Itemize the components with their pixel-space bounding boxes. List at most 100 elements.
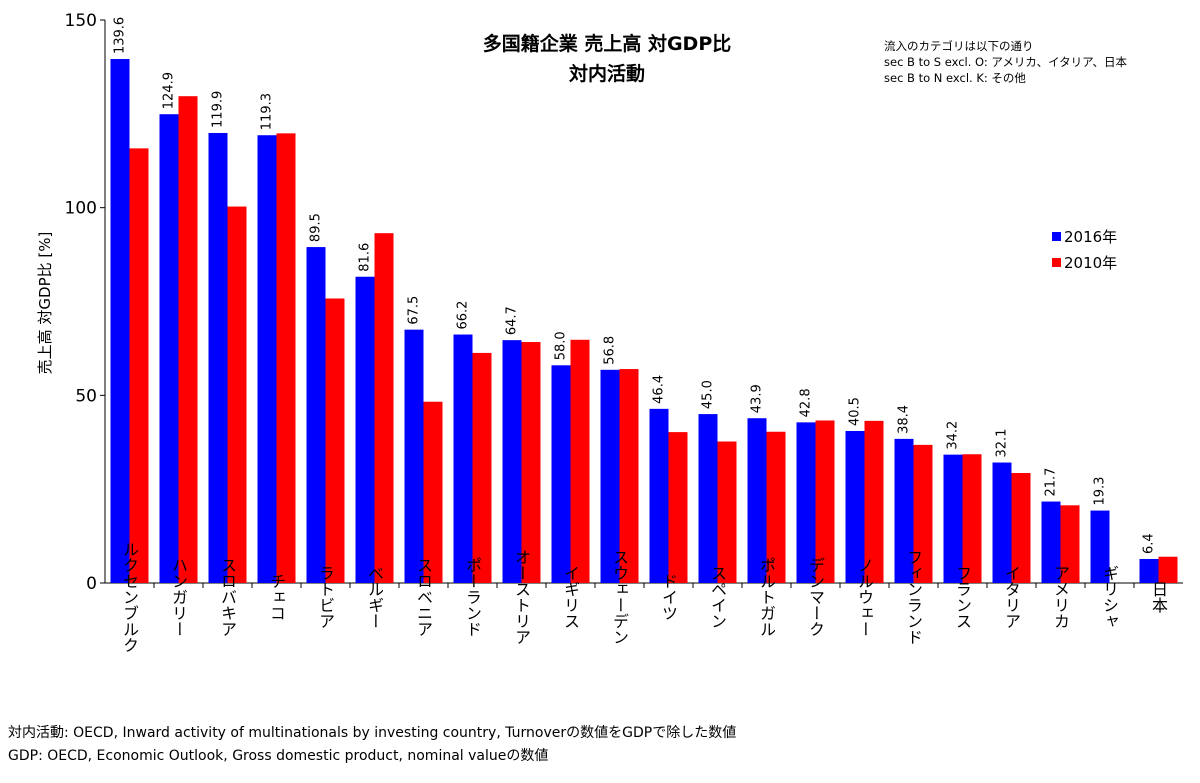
bar-2016 (404, 329, 424, 583)
category-label: フランス (953, 565, 972, 629)
bar-2010 (962, 454, 982, 583)
bar-2016 (502, 340, 522, 583)
bar-2016 (257, 135, 277, 583)
bar-2010 (276, 133, 296, 584)
bar-value-label: 34.2 (946, 421, 961, 450)
bar-2016 (894, 438, 914, 583)
bar-2010 (129, 148, 149, 583)
x-ticks (153, 583, 1135, 588)
bar-value-label: 67.5 (407, 296, 422, 325)
bar-value-label: 19.3 (1093, 477, 1108, 506)
bar-value-label: 119.3 (260, 93, 275, 130)
bar-value-label: 42.8 (799, 388, 814, 417)
category-labels: ルクセンブルク ハンガリー スロバキア チェコ ラトビア ベルギー スロベニア ポーランド オー… (120, 541, 1168, 653)
bar-2016 (1041, 501, 1061, 583)
category-label: ドイツ (659, 573, 678, 621)
bar-value-label: 6.4 (1142, 533, 1157, 554)
category-label: デンマーク (806, 557, 825, 637)
y-tick-label: 100 (65, 199, 97, 219)
bar-2016 (1090, 510, 1110, 583)
category-label: ギリシャ (1100, 565, 1119, 629)
bar-value-label: 38.4 (897, 405, 912, 434)
bar-value-label: 45.0 (701, 380, 716, 409)
bar-2010 (1011, 473, 1031, 583)
category-label: アメリカ (1051, 565, 1070, 629)
bar-2010 (325, 298, 345, 583)
legend-swatch-2016 (1052, 232, 1061, 241)
bar-2016 (992, 462, 1012, 583)
note-line-2: sec B to S excl. O: アメリカ、イタリア、日本 (884, 55, 1128, 69)
bar-2016 (1139, 558, 1159, 583)
bar-2010 (374, 233, 394, 583)
bar-2010 (570, 339, 590, 583)
bar-value-label: 56.8 (603, 336, 618, 365)
bar-value-label: 32.1 (995, 429, 1010, 458)
y-ticks: 0 50 100 150 (65, 11, 105, 594)
y-tick-label: 50 (75, 386, 97, 406)
note-line-1: 流入のカテゴリは以下の通り (884, 39, 1034, 53)
category-label: ハンガリー (169, 557, 188, 637)
category-label: イギリス (561, 565, 580, 629)
bar-2016 (453, 334, 473, 583)
note-line-3: sec B to N excl. K: その他 (884, 71, 1026, 85)
category-label: ルクセンブルク (120, 541, 139, 653)
bar-2010 (913, 444, 933, 583)
bar-2010 (521, 342, 541, 583)
bar-2010 (815, 420, 835, 583)
bar-value-label: 43.9 (750, 384, 765, 413)
category-label: スペイン (708, 565, 727, 629)
bar-2010 (766, 431, 786, 583)
bar-value-label: 89.5 (309, 213, 324, 242)
category-label: ポルトガル (757, 557, 776, 637)
footnote-source-inward: 対内活動: OECD, Inward activity of multinati… (8, 725, 737, 741)
bar-2010 (472, 352, 492, 583)
category-label: ノルウェー (855, 557, 874, 637)
legend-label-2010: 2010年 (1064, 254, 1117, 272)
category-label: チェコ (267, 573, 286, 621)
category-label: スロベニア (414, 557, 433, 637)
bar-2010 (423, 401, 443, 583)
category-label: ラトビア (316, 565, 335, 629)
bar-2010 (619, 369, 639, 583)
bar-2016 (600, 369, 620, 583)
legend: 2016年 2010年 (1052, 228, 1117, 272)
bar-2010 (717, 441, 737, 583)
bar-value-label: 119.9 (211, 91, 226, 128)
bars (110, 59, 1178, 584)
y-tick-label: 150 (65, 11, 97, 31)
chart-title: 多国籍企業 売上高 対GDP比 (483, 32, 732, 55)
bar-2016 (110, 59, 130, 583)
bar-value-label: 139.6 (113, 17, 128, 54)
bar-value-labels: 139.6 124.9 119.9 119.3 89.5 81.6 67.5 66.2 64.7… (113, 17, 1157, 554)
bar-2016 (551, 365, 571, 583)
bar-value-label: 64.7 (505, 306, 520, 335)
category-label: イタリア (1002, 565, 1021, 629)
bar-value-label: 66.2 (456, 301, 471, 330)
chart-subtitle: 対内活動 (568, 62, 645, 85)
category-label: スウェーデン (610, 549, 629, 645)
legend-swatch-2010 (1052, 258, 1061, 267)
bar-2010 (227, 206, 247, 584)
bar-2016 (159, 114, 179, 583)
bar-2016 (208, 132, 228, 583)
bar-2016 (355, 276, 375, 583)
bar-value-label: 40.5 (848, 397, 863, 426)
bar-value-label: 81.6 (358, 243, 373, 272)
bar-value-label: 21.7 (1044, 468, 1059, 497)
bar-2010 (864, 420, 884, 583)
bar-2010 (1158, 556, 1178, 583)
category-label: ベルギー (365, 565, 384, 629)
footnote-source-gdp: GDP: OECD, Economic Outlook, Gross domes… (8, 748, 549, 764)
bar-2010 (178, 96, 198, 584)
bar-2016 (649, 408, 669, 583)
bar-2016 (845, 430, 865, 583)
bar-value-label: 46.4 (652, 375, 667, 404)
y-axis-label: 売上高 対GDP比 [%] (36, 232, 54, 375)
category-label: オーストリア (512, 549, 531, 645)
category-label: スロバキア (218, 557, 237, 637)
bar-2016 (747, 418, 767, 583)
bar-2016 (943, 454, 963, 583)
legend-label-2016: 2016年 (1064, 228, 1117, 246)
bar-value-label: 124.9 (162, 72, 177, 109)
